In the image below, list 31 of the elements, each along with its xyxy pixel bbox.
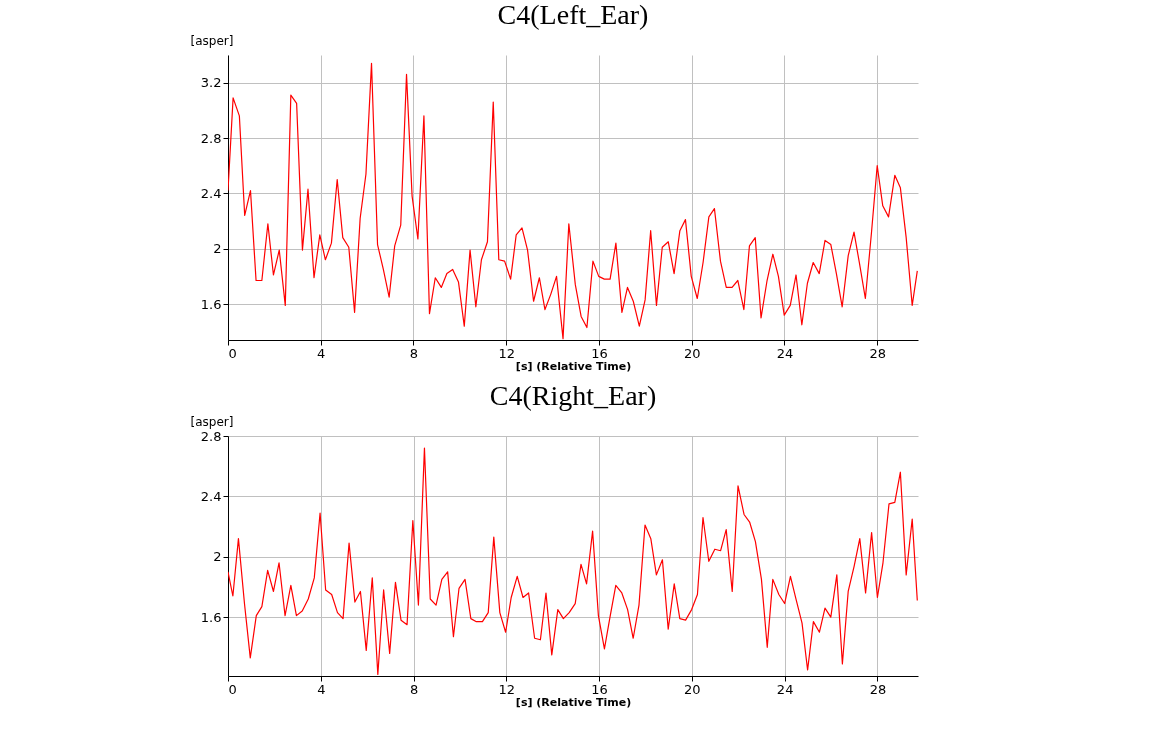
chart-title: C4(Left_Ear) xyxy=(497,0,649,30)
y-tick-label: 2.4 xyxy=(200,488,222,504)
x-tick-label: 8 xyxy=(409,681,419,697)
y-tick-label: 2.8 xyxy=(200,428,222,444)
y-tick-label: 2 xyxy=(213,241,222,257)
x-tick-label: 16 xyxy=(591,681,608,697)
x-tick-label: 20 xyxy=(684,681,701,697)
y-tick-label: 2.8 xyxy=(200,130,222,146)
y-tick-label: 1.6 xyxy=(200,609,222,625)
x-tick-label: 12 xyxy=(498,681,516,697)
x-tick-label: 0 xyxy=(228,681,237,697)
x-tick-label: 20 xyxy=(683,345,701,361)
x-tick-label: 28 xyxy=(869,681,887,697)
y-tick-label: 3.2 xyxy=(200,75,222,91)
x-tick-label: 24 xyxy=(776,345,794,361)
y-tick-label: 1.6 xyxy=(200,296,222,312)
y-axis-title: [asper] xyxy=(190,33,234,48)
x-tick-label: 24 xyxy=(776,681,794,697)
x-tick-label: 16 xyxy=(591,345,608,361)
y-tick-label: 2 xyxy=(213,549,222,565)
x-tick-label: 12 xyxy=(498,345,515,361)
y-tick-label: 2.4 xyxy=(200,185,222,201)
y-axis-title: [asper] xyxy=(190,414,234,429)
x-axis-title: [s] (Relative Time) xyxy=(515,695,632,709)
x-tick-label: 4 xyxy=(317,681,326,697)
x-tick-label: 4 xyxy=(317,345,326,361)
chart-title: C4(Right_Ear) xyxy=(489,380,657,411)
x-tick-label: 8 xyxy=(409,345,419,361)
x-axis-title: [s] (Relative Time) xyxy=(515,359,632,373)
x-tick-label: 0 xyxy=(228,345,237,361)
x-tick-label: 28 xyxy=(869,345,886,361)
